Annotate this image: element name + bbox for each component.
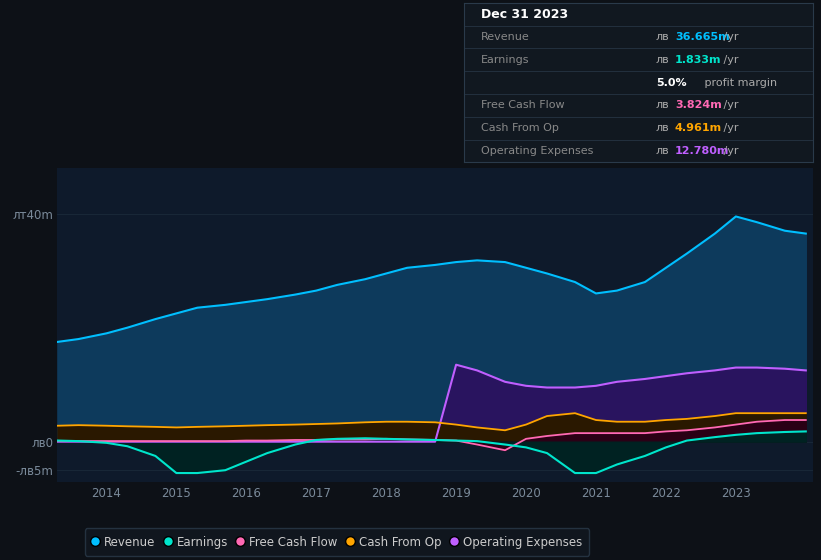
Text: profit margin: profit margin	[701, 78, 777, 87]
Text: /yr: /yr	[720, 123, 739, 133]
Text: /yr: /yr	[720, 32, 739, 42]
Text: Cash From Op: Cash From Op	[481, 123, 559, 133]
Text: 1.833m: 1.833m	[675, 55, 722, 65]
Text: лв: лв	[656, 55, 669, 65]
Text: лв: лв	[656, 123, 669, 133]
Text: Dec 31 2023: Dec 31 2023	[481, 8, 568, 21]
Text: Revenue: Revenue	[481, 32, 530, 42]
Text: 4.961m: 4.961m	[675, 123, 722, 133]
Text: 5.0%: 5.0%	[656, 78, 686, 87]
Text: Operating Expenses: Operating Expenses	[481, 146, 594, 156]
Text: 12.780m: 12.780m	[675, 146, 729, 156]
Text: Earnings: Earnings	[481, 55, 530, 65]
Text: /yr: /yr	[720, 100, 739, 110]
Text: Free Cash Flow: Free Cash Flow	[481, 100, 565, 110]
Text: 3.824m: 3.824m	[675, 100, 722, 110]
Legend: Revenue, Earnings, Free Cash Flow, Cash From Op, Operating Expenses: Revenue, Earnings, Free Cash Flow, Cash …	[85, 529, 589, 556]
Text: лв: лв	[656, 146, 669, 156]
Text: /yr: /yr	[720, 146, 739, 156]
Text: 36.665m: 36.665m	[675, 32, 730, 42]
Text: лв: лв	[656, 100, 669, 110]
Text: лв: лв	[656, 32, 669, 42]
Text: /yr: /yr	[720, 55, 739, 65]
